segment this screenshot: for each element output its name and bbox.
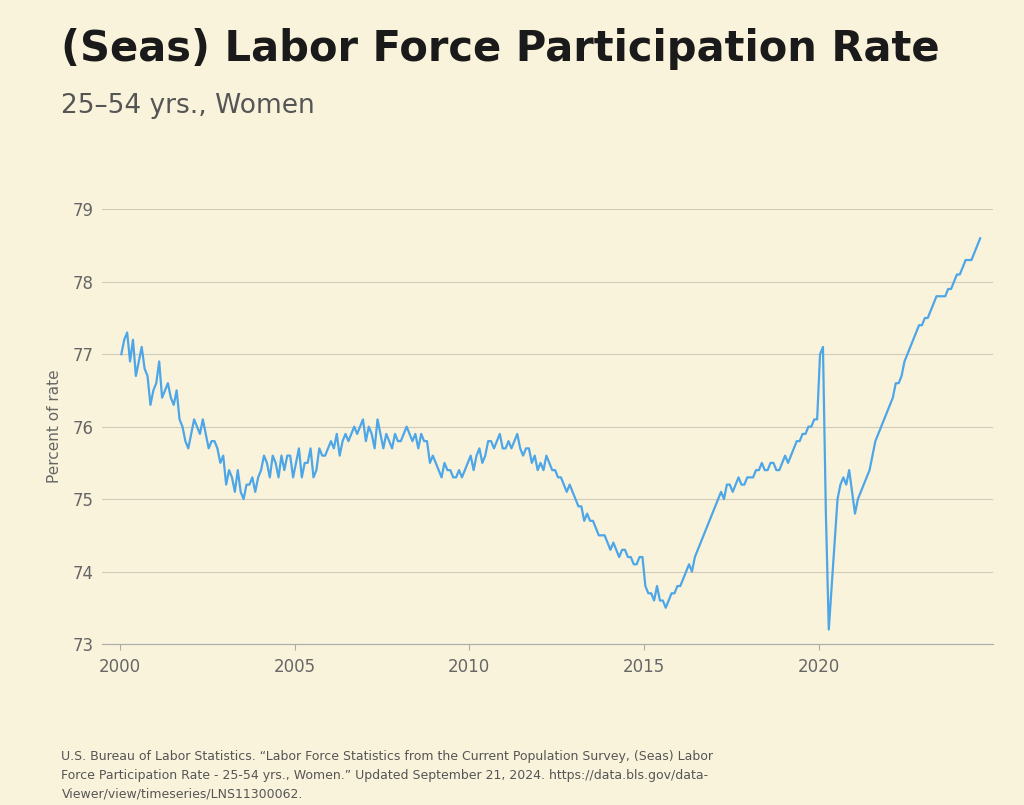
Text: (Seas) Labor Force Participation Rate: (Seas) Labor Force Participation Rate <box>61 28 940 70</box>
Text: 25–54 yrs., Women: 25–54 yrs., Women <box>61 93 315 118</box>
Y-axis label: Percent of rate: Percent of rate <box>47 369 61 484</box>
Text: U.S. Bureau of Labor Statistics. “Labor Force Statistics from the Current Popula: U.S. Bureau of Labor Statistics. “Labor … <box>61 750 714 801</box>
